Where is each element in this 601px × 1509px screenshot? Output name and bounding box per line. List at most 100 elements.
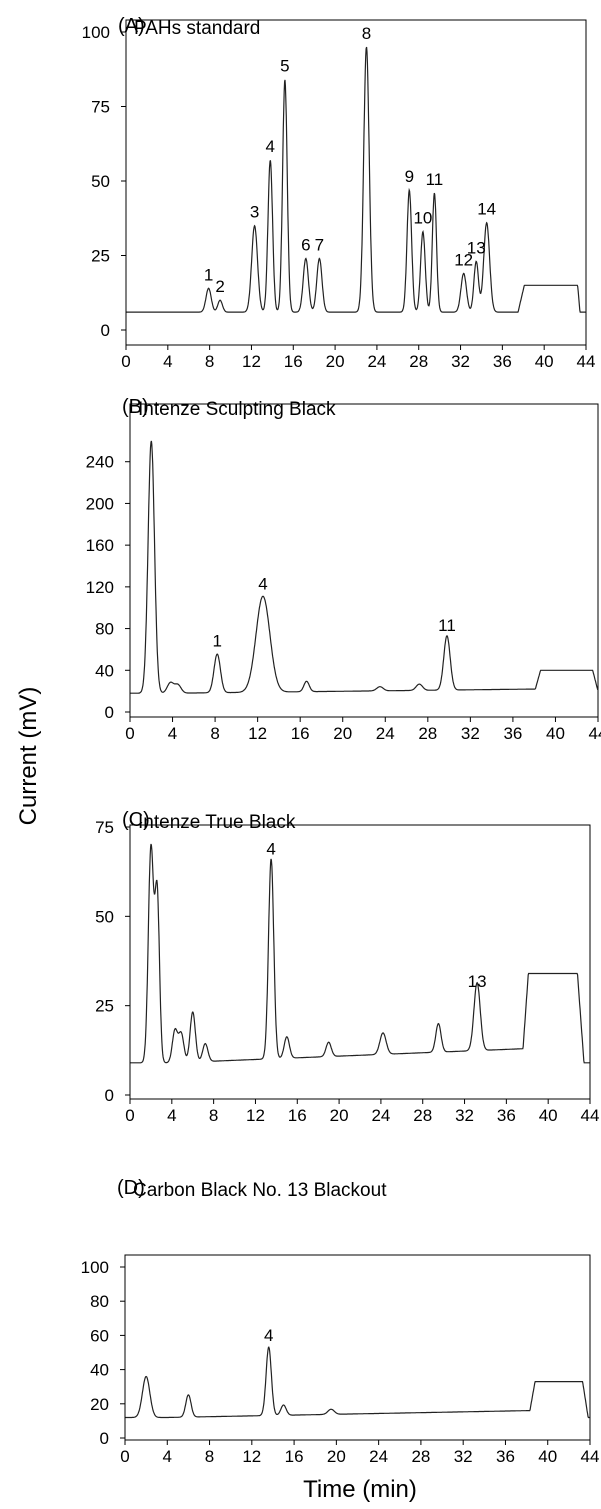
- panel-d-x-tick-label: 0: [120, 1447, 129, 1466]
- panel-a-x-tick-label: 12: [242, 352, 261, 371]
- panel-d-y-tick-label: 0: [100, 1429, 109, 1448]
- panel-c-x-tick-label: 16: [288, 1106, 307, 1125]
- panel-a-peak-label: 10: [413, 209, 432, 228]
- panel-d-panel-letter: (D): [117, 1177, 145, 1199]
- panel-c-x-tick-label: 36: [497, 1106, 516, 1125]
- panel-d-x-tick-label: 4: [163, 1447, 172, 1466]
- panel-b-y-tick-label: 160: [86, 536, 114, 555]
- panel-b-plot-frame: [129, 403, 599, 718]
- panel-a-x-tick-label: 40: [535, 352, 554, 371]
- panel-b-y-tick-label: 120: [86, 578, 114, 597]
- panel-a-x-tick-label: 4: [163, 352, 172, 371]
- y-axis-title: Current (mV): [15, 687, 42, 826]
- panel-a-peak-label: 14: [477, 200, 496, 219]
- panel-b-peak-label: 11: [438, 616, 456, 635]
- panel-d-title: Carbon Black No. 13 Blackout: [133, 1180, 387, 1201]
- panel-c-peak-label: 13: [468, 972, 487, 991]
- panel-c-x-tick-label: 28: [413, 1106, 432, 1125]
- panel-a-x-tick-label: 36: [493, 352, 512, 371]
- panel-d-peak-label: 4: [264, 1326, 273, 1345]
- panel-c-y-tick-label: 75: [95, 818, 114, 837]
- panel-a-peak-label: 4: [266, 137, 275, 156]
- panel-c-x-tick-label: 12: [246, 1106, 265, 1125]
- panel-d-x-tick-label: 28: [411, 1447, 430, 1466]
- panel-b-x-tick-label: 16: [291, 724, 310, 743]
- panel-b-y-tick-label: 80: [95, 620, 114, 639]
- panel-b-x-tick-label: 20: [333, 724, 352, 743]
- panel-c-trace-line: [130, 843, 590, 1064]
- panel-d-y-tick-label: 20: [90, 1395, 109, 1414]
- panel-c-peak-label: 4: [266, 840, 275, 859]
- panel-b-y-tick-label: 240: [86, 453, 114, 472]
- panel-c-x-tick-label: 4: [167, 1106, 176, 1125]
- panel-d-x-tick-label: 40: [538, 1447, 557, 1466]
- panel-c-x-tick-label: 0: [125, 1106, 134, 1125]
- panel-b-y-tick-label: 40: [95, 661, 114, 680]
- panel-a-x-tick-label: 8: [205, 352, 214, 371]
- panel-a-peak-label: 1: [204, 265, 213, 284]
- panel-d-y-tick-label: 100: [81, 1258, 109, 1277]
- panel-a-x-tick-label: 28: [409, 352, 428, 371]
- panel-a-x-tick-label: 20: [326, 352, 345, 371]
- panel-a-peak-label: 6: [301, 235, 310, 254]
- panel-a-peak-label: 3: [250, 203, 259, 222]
- panel-d-y-tick-label: 60: [90, 1326, 109, 1345]
- panel-a-x-tick-label: 32: [451, 352, 470, 371]
- panel-a-peak-label: 11: [426, 170, 444, 189]
- panel-c-y-tick-label: 0: [105, 1086, 114, 1105]
- panel-a-y-tick-label: 50: [91, 172, 110, 191]
- panel-c-x-tick-label: 40: [539, 1106, 558, 1125]
- panel-c-x-tick-label: 44: [581, 1106, 600, 1125]
- panel-c-panel-letter: (C): [122, 809, 150, 831]
- panel-d-x-tick-label: 24: [369, 1447, 388, 1466]
- panel-b-x-tick-label: 8: [210, 724, 219, 743]
- panel-a-peak-label: 8: [362, 24, 371, 43]
- panel-c-title: Intenze True Black: [138, 812, 296, 833]
- panel-a-trace-line: [126, 46, 586, 313]
- panel-d-y-tick-label: 40: [90, 1361, 109, 1380]
- panel-b-x-tick-label: 32: [461, 724, 480, 743]
- panel-b-y-tick-label: 200: [86, 494, 114, 513]
- panel-b-panel-letter: (B): [122, 396, 149, 418]
- panel-c-plot-frame: [129, 824, 591, 1100]
- panel-a-peak-label: 2: [215, 277, 224, 296]
- panel-a-y-tick-label: 75: [91, 98, 110, 117]
- panel-d-x-tick-label: 44: [581, 1447, 600, 1466]
- panel-d-x-tick-label: 36: [496, 1447, 515, 1466]
- panel-b-x-tick-label: 40: [546, 724, 565, 743]
- panel-c-x-tick-label: 32: [455, 1106, 474, 1125]
- panel-c-y-tick-label: 25: [95, 997, 114, 1016]
- panel-b-peak-label: 1: [212, 632, 221, 651]
- panel-a-peak-label: 9: [405, 167, 414, 186]
- panel-d-x-tick-label: 16: [285, 1447, 304, 1466]
- panel-c-x-tick-label: 8: [209, 1106, 218, 1125]
- panel-d-trace-line: [125, 1346, 590, 1419]
- panel-b-x-tick-label: 24: [376, 724, 395, 743]
- panel-d-x-tick-label: 32: [454, 1447, 473, 1466]
- panel-a-y-tick-label: 100: [82, 23, 110, 42]
- panel-a-x-tick-label: 44: [577, 352, 596, 371]
- panel-a-title: PAHs standard: [134, 18, 260, 39]
- panel-b-y-tick-label: 0: [105, 703, 114, 722]
- panel-d-plot-frame: [124, 1254, 591, 1441]
- panel-a-x-tick-label: 16: [284, 352, 303, 371]
- panel-a-peak-label: 7: [315, 235, 324, 254]
- panel-b-trace-line: [130, 440, 599, 694]
- panel-a-y-tick-label: 0: [101, 321, 110, 340]
- panel-d-y-tick-label: 80: [90, 1292, 109, 1311]
- panel-b-x-tick-label: 44: [589, 724, 601, 743]
- panel-a-peak-label: 12: [454, 250, 473, 269]
- panel-a-x-tick-label: 24: [367, 352, 386, 371]
- panel-b-peak-label: 4: [258, 574, 267, 593]
- panel-d-x-tick-label: 12: [242, 1447, 261, 1466]
- x-axis-title: Time (min): [303, 1476, 417, 1503]
- panel-b-x-tick-label: 12: [248, 724, 267, 743]
- panel-a-y-tick-label: 25: [91, 247, 110, 266]
- panel-c-x-tick-label: 20: [330, 1106, 349, 1125]
- panel-c-y-tick-label: 50: [95, 907, 114, 926]
- panel-b-x-tick-label: 4: [168, 724, 177, 743]
- panel-a-plot-frame: [125, 19, 587, 346]
- panel-b-x-tick-label: 36: [503, 724, 522, 743]
- panel-d-x-tick-label: 20: [327, 1447, 346, 1466]
